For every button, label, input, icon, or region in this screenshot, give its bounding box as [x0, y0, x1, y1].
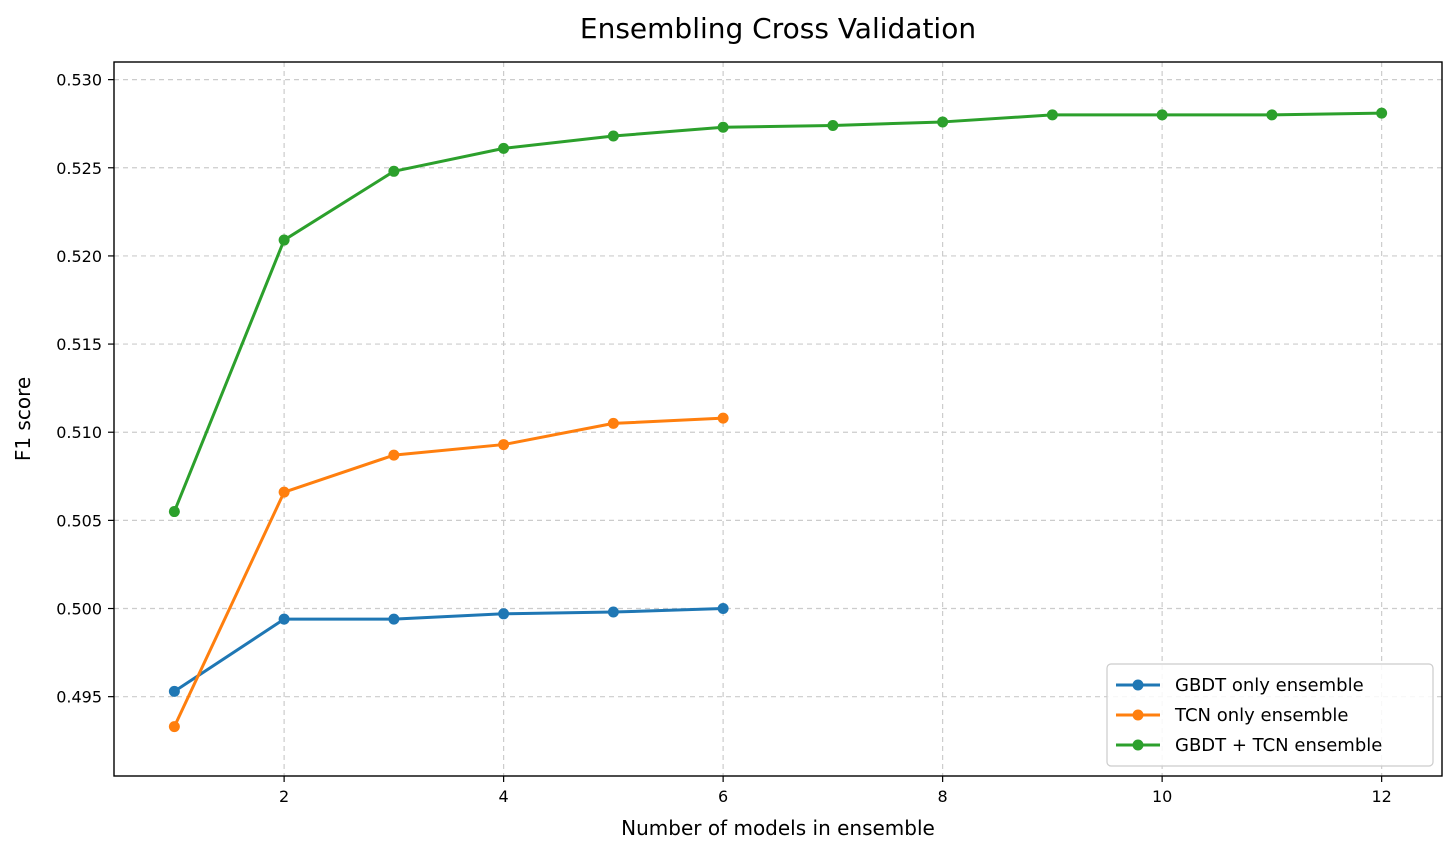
y-tick-label: 0.530 [56, 71, 102, 90]
y-tick-label: 0.515 [56, 335, 102, 354]
data-point [498, 142, 510, 154]
x-tick-label: 10 [1152, 787, 1172, 806]
series-line [173, 607, 724, 693]
data-point [168, 721, 180, 733]
x-axis-label: Number of models in ensemble [621, 816, 935, 840]
x-tick-label: 8 [938, 787, 948, 806]
data-point [607, 130, 619, 142]
y-tick-label: 0.505 [56, 511, 102, 530]
chart-title: Ensembling Cross Validation [580, 12, 976, 45]
legend-item: GBDT only ensemble [1116, 675, 1364, 696]
data-point [1046, 109, 1058, 121]
data-point [278, 234, 290, 246]
series-2 [168, 412, 729, 733]
series-3 [168, 107, 1388, 518]
series-line [173, 416, 724, 728]
data-point [1156, 109, 1168, 121]
series-lines [168, 107, 1388, 733]
data-point [498, 608, 510, 620]
x-tick-label: 12 [1371, 787, 1391, 806]
legend-item: GBDT + TCN ensemble [1116, 735, 1382, 756]
data-point [717, 603, 729, 615]
x-tick-label: 4 [499, 787, 509, 806]
data-point [498, 439, 510, 451]
data-point [607, 417, 619, 429]
data-point [827, 119, 839, 131]
y-tick-label: 0.525 [56, 159, 102, 178]
legend-label: TCN only ensemble [1174, 705, 1348, 726]
legend: GBDT only ensemble TCN only ensemble GBDT … [1106, 663, 1434, 767]
data-point [168, 506, 180, 518]
legend-box [1106, 663, 1434, 767]
y-tick-label: 0.510 [56, 423, 102, 442]
axis-ticks: 2 4 6 8 10 12 0.495 0.500 0.505 0.510 0.515 0.520 0.… [56, 71, 1392, 806]
y-tick-label: 0.520 [56, 247, 102, 266]
data-point [388, 613, 400, 625]
data-point [1376, 107, 1388, 119]
data-point [607, 606, 619, 618]
data-point [388, 165, 400, 177]
data-point [278, 486, 290, 498]
plot-frame [113, 61, 1443, 777]
y-axis-label: F1 score [11, 377, 35, 461]
grid-lines [114, 62, 1442, 776]
legend-item: TCN only ensemble [1116, 705, 1348, 726]
legend-swatch-marker [1132, 679, 1144, 691]
legend-label: GBDT only ensemble [1175, 675, 1364, 696]
x-tick-label: 6 [718, 787, 728, 806]
series-1 [168, 603, 729, 697]
data-point [937, 116, 949, 128]
data-point [168, 685, 180, 697]
data-point [717, 121, 729, 133]
data-point [278, 613, 290, 625]
legend-label: GBDT + TCN ensemble [1175, 735, 1382, 756]
data-point [1266, 109, 1278, 121]
legend-swatch-marker [1132, 739, 1144, 751]
data-point [717, 412, 729, 424]
series-line [172, 111, 1382, 513]
data-point [388, 449, 400, 461]
y-tick-label: 0.495 [56, 688, 102, 707]
legend-swatch-marker [1132, 709, 1144, 721]
x-tick-label: 2 [279, 787, 289, 806]
y-tick-label: 0.500 [56, 600, 102, 619]
